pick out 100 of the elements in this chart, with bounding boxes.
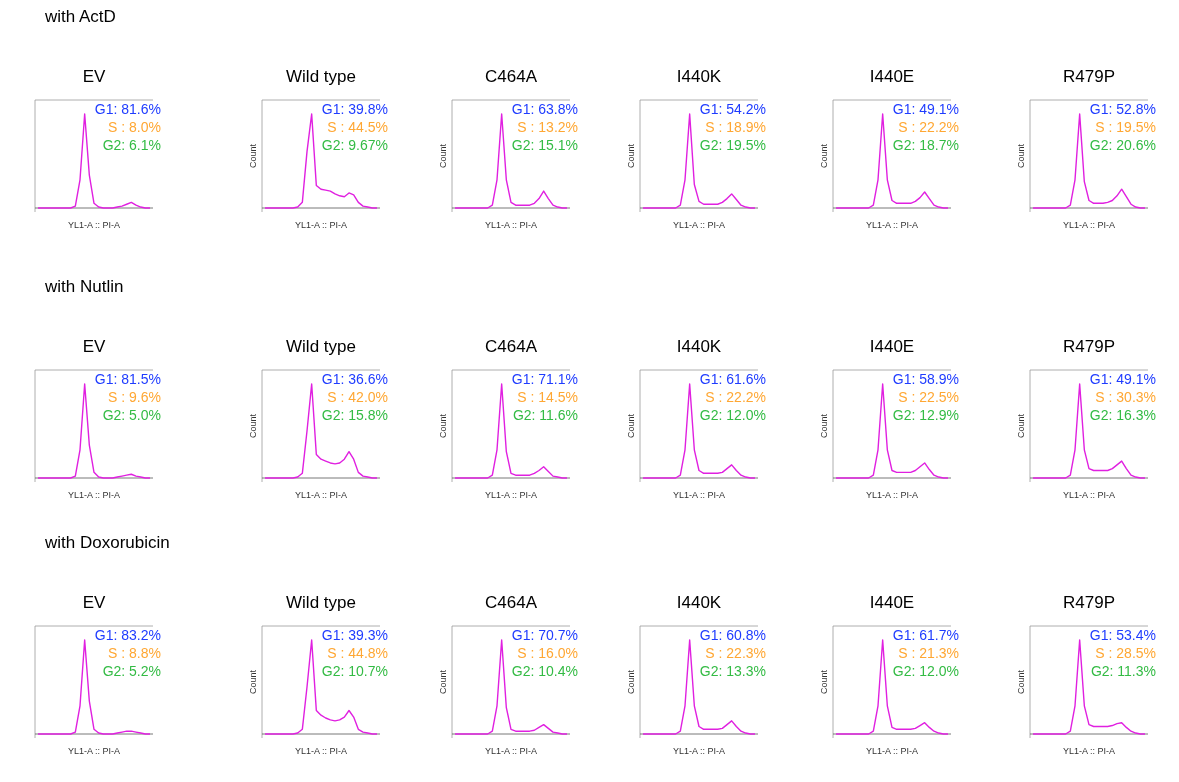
annotation: G2: 10.7% <box>321 663 388 679</box>
annotation: S : 22.2% <box>898 119 959 135</box>
annotation: G2: 16.3% <box>1089 407 1156 423</box>
chart-title: R479P <box>1063 593 1115 612</box>
y-axis-title: Count <box>626 413 636 439</box>
y-axis-title: Count <box>819 669 829 695</box>
annotation: S : 22.3% <box>705 645 766 661</box>
y-axis-title: Count <box>626 669 636 695</box>
chart-title: EV <box>82 593 106 612</box>
annotation: S : 22.5% <box>898 389 959 405</box>
annotation: G2: 6.1% <box>102 137 161 153</box>
chart-title: I440E <box>869 337 915 356</box>
chart-title: I440K <box>676 67 722 86</box>
annotation: G2: 12.9% <box>892 407 959 423</box>
annotation: S : 21.3% <box>898 645 959 661</box>
annotation: S : 18.9% <box>705 119 766 135</box>
annotation: S : 13.2% <box>517 119 578 135</box>
annotation: G1: 61.6% <box>699 371 766 387</box>
x-axis-title: YL1-A :: PI-A <box>865 746 919 756</box>
y-axis-title: Count <box>248 143 258 169</box>
annotation: S : 19.5% <box>1095 119 1156 135</box>
annotation: G1: 81.5% <box>94 371 161 387</box>
text: with ActD <box>44 7 116 26</box>
y-axis-title: Count <box>626 143 636 169</box>
y-axis-title: Count <box>1016 143 1026 169</box>
x-axis-title: YL1-A :: PI-A <box>672 490 726 500</box>
annotation: G2: 5.0% <box>102 407 161 423</box>
annotation: G2: 12.0% <box>699 407 766 423</box>
chart-title: EV <box>82 337 106 356</box>
annotation: G1: 49.1% <box>892 101 959 117</box>
chart-title: R479P <box>1063 67 1115 86</box>
annotation: G2: 19.5% <box>699 137 766 153</box>
x-axis-title: YL1-A :: PI-A <box>1062 220 1116 230</box>
x-axis-title: YL1-A :: PI-A <box>672 746 726 756</box>
x-axis-title: YL1-A :: PI-A <box>67 746 121 756</box>
annotation: S : 28.5% <box>1095 645 1156 661</box>
x-axis-title: YL1-A :: PI-A <box>67 490 121 500</box>
annotation: S : 30.3% <box>1095 389 1156 405</box>
annotation: G1: 70.7% <box>511 627 578 643</box>
x-axis-title: YL1-A :: PI-A <box>1062 490 1116 500</box>
x-axis-title: YL1-A :: PI-A <box>67 220 121 230</box>
annotation: G2: 13.3% <box>699 663 766 679</box>
annotation: S : 44.5% <box>327 119 388 135</box>
annotation: G2: 18.7% <box>892 137 959 153</box>
x-axis-title: YL1-A :: PI-A <box>865 490 919 500</box>
y-axis-title: Count <box>438 413 448 439</box>
y-axis-title: Count <box>819 143 829 169</box>
chart-title: R479P <box>1063 337 1115 356</box>
annotation: G2: 9.67% <box>321 137 388 153</box>
x-axis-title: YL1-A :: PI-A <box>294 490 348 500</box>
annotation: S : 8.8% <box>108 645 161 661</box>
chart-title: C464A <box>485 337 538 356</box>
annotation: G1: 52.8% <box>1089 101 1156 117</box>
x-axis-title: YL1-A :: PI-A <box>294 220 348 230</box>
chart-title: I440E <box>869 593 915 612</box>
y-axis-title: Count <box>1016 413 1026 439</box>
annotation: G2: 11.3% <box>1090 663 1156 679</box>
y-axis-title: Count <box>248 669 258 695</box>
annotation: G2: 12.0% <box>892 663 959 679</box>
annotation: G2: 5.2% <box>102 663 161 679</box>
annotation: S : 16.0% <box>517 645 578 661</box>
annotation: G1: 63.8% <box>511 101 578 117</box>
chart-title: Wild type <box>286 337 356 356</box>
text: with Nutlin <box>44 277 124 296</box>
x-axis-title: YL1-A :: PI-A <box>865 220 919 230</box>
x-axis-title: YL1-A :: PI-A <box>672 220 726 230</box>
annotation: G1: 54.2% <box>699 101 766 117</box>
y-axis-title: Count <box>819 413 829 439</box>
chart-title: Wild type <box>286 67 356 86</box>
x-axis-title: YL1-A :: PI-A <box>1062 746 1116 756</box>
annotation: G1: 36.6% <box>321 371 388 387</box>
annotation: G1: 83.2% <box>94 627 161 643</box>
annotation: G1: 49.1% <box>1089 371 1156 387</box>
chart-title: C464A <box>485 593 538 612</box>
chart-title: I440E <box>869 67 915 86</box>
x-axis-title: YL1-A :: PI-A <box>294 746 348 756</box>
x-axis-title: YL1-A :: PI-A <box>484 490 538 500</box>
x-axis-title: YL1-A :: PI-A <box>484 746 538 756</box>
chart-title: Wild type <box>286 593 356 612</box>
y-axis-title: Count <box>438 143 448 169</box>
annotation: G2: 11.6% <box>512 407 578 423</box>
chart-title: I440K <box>676 337 722 356</box>
annotation: G1: 58.9% <box>892 371 959 387</box>
text: with Doxorubicin <box>44 533 170 552</box>
annotation: G1: 61.7% <box>892 627 959 643</box>
annotation: G1: 39.3% <box>321 627 388 643</box>
annotation: G1: 60.8% <box>699 627 766 643</box>
annotation: S : 44.8% <box>327 645 388 661</box>
y-axis-title: Count <box>248 413 258 439</box>
annotation: G2: 10.4% <box>511 663 578 679</box>
annotation: G1: 39.8% <box>321 101 388 117</box>
y-axis-title: Count <box>438 669 448 695</box>
annotation: G2: 15.1% <box>511 137 578 153</box>
chart-title: C464A <box>485 67 538 86</box>
annotation: G2: 15.8% <box>321 407 388 423</box>
annotation: G1: 81.6% <box>94 101 161 117</box>
x-axis-title: YL1-A :: PI-A <box>484 220 538 230</box>
annotation: S : 14.5% <box>517 389 578 405</box>
annotation: S : 9.6% <box>108 389 161 405</box>
annotation: S : 42.0% <box>327 389 388 405</box>
